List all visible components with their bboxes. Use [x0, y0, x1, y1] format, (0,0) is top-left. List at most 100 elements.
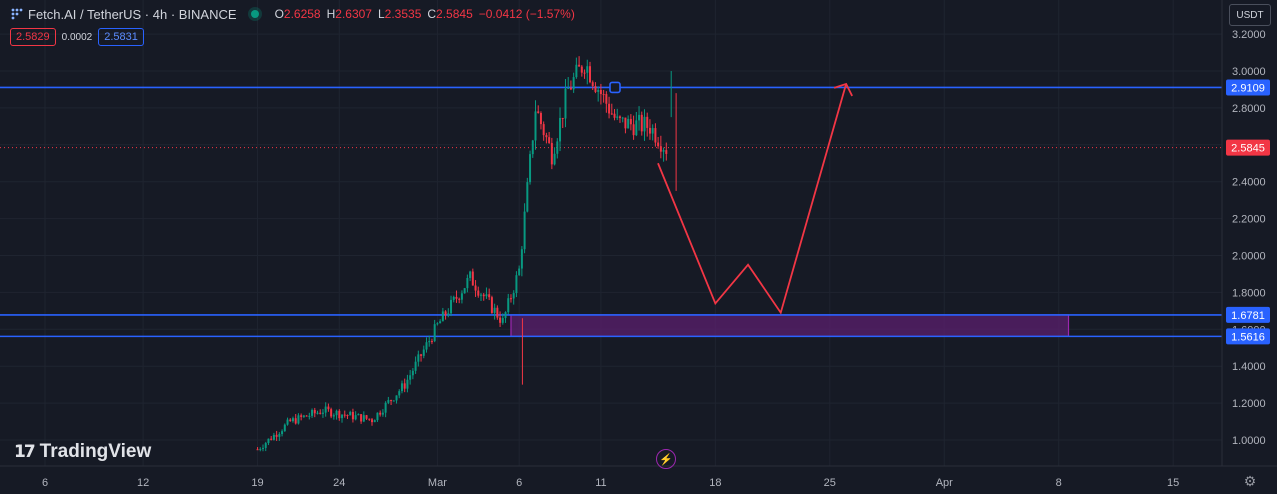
candle-body — [450, 299, 453, 314]
candle-body — [460, 293, 463, 300]
candle-body — [308, 415, 311, 417]
tradingview-logo[interactable]: 𝟭𝟳 TradingView — [14, 441, 151, 463]
candle-body — [621, 117, 624, 119]
candle-body — [381, 412, 384, 415]
candle-body — [281, 431, 284, 435]
candle-body — [490, 297, 493, 313]
ohlc-values: O2.6258 H2.6307 L2.3535 C2.5845 −0.0412 … — [275, 7, 575, 21]
candle-body — [509, 298, 512, 300]
candle-body — [529, 154, 532, 183]
candle-body — [518, 268, 521, 276]
candle-body — [523, 211, 526, 250]
candle-body — [531, 140, 534, 155]
support-zone[interactable] — [510, 314, 1070, 337]
candle-body — [458, 298, 461, 300]
candle-body — [627, 118, 630, 129]
candle-body — [610, 113, 613, 115]
candle-body — [291, 418, 294, 422]
candle-body — [403, 383, 406, 389]
candle-body — [321, 412, 324, 414]
tradingview-wordmark: TradingView — [39, 441, 152, 462]
candle-body — [351, 411, 354, 420]
candle-body — [643, 116, 646, 132]
candle-body — [311, 409, 314, 416]
candle-body — [395, 395, 398, 401]
candle-body — [646, 116, 649, 128]
price-change: −0.0412 (−1.57%) — [478, 7, 575, 21]
candle-body — [512, 293, 515, 299]
candle-body — [305, 415, 308, 417]
candle-body — [332, 415, 335, 417]
candle-body — [387, 400, 390, 403]
horizontal-level-lines — [0, 81, 1222, 338]
candle-body — [665, 150, 668, 154]
x-tick-label: 6 — [42, 477, 48, 489]
bid-button[interactable]: 2.5829 — [10, 28, 56, 46]
x-tick-label: 12 — [137, 477, 149, 489]
candle-body — [319, 412, 322, 414]
candle-body — [534, 111, 537, 141]
candle-body — [526, 182, 529, 212]
candle-body — [553, 153, 556, 165]
candle-body — [300, 415, 303, 417]
x-tick-label: 24 — [333, 477, 345, 489]
candle-body — [485, 294, 488, 297]
candle-body — [324, 406, 327, 413]
projection-arrowhead — [833, 82, 853, 97]
y-tick-label: 2.8000 — [1232, 103, 1266, 115]
ask-button[interactable]: 2.5831 — [98, 28, 144, 46]
line-handle[interactable] — [609, 81, 621, 94]
candle-body — [504, 312, 507, 319]
projection-path[interactable] — [657, 83, 848, 315]
candle-body — [572, 77, 575, 90]
support-zone-layer — [510, 314, 1070, 337]
lightning-icon[interactable]: ⚡ — [656, 449, 676, 469]
spread-value: 0.0002 — [61, 31, 93, 43]
candle-body — [365, 415, 368, 419]
price-label-text: 1.6781 — [1231, 310, 1265, 322]
candle-body — [341, 414, 344, 419]
candle-body — [507, 298, 510, 313]
candle-body — [313, 409, 316, 414]
candle-body — [548, 137, 551, 143]
candle-body — [499, 317, 502, 323]
candle-body — [638, 114, 641, 121]
candle-body — [349, 411, 352, 416]
candle-body — [439, 321, 442, 324]
y-tick-label: 3.0000 — [1232, 66, 1266, 78]
candle-body — [618, 116, 621, 118]
candle-body — [583, 72, 586, 74]
candle-body — [373, 420, 376, 423]
candlestick-series — [256, 56, 677, 452]
candle-body — [400, 383, 403, 392]
currency-selector[interactable]: USDT — [1229, 4, 1271, 26]
market-open-dot-icon — [250, 10, 259, 18]
candle-body — [602, 94, 605, 96]
candle-body — [302, 415, 305, 417]
price-label-text: 2.9109 — [1231, 82, 1265, 94]
x-tick-label: 8 — [1056, 477, 1062, 489]
x-tick-label: 15 — [1167, 477, 1179, 489]
tradingview-mark-icon: 𝟭𝟳 — [14, 442, 36, 461]
x-tick-label: Mar — [428, 477, 447, 489]
candle-body — [463, 288, 466, 294]
x-tick-label: 11 — [595, 477, 606, 489]
candle-body — [384, 402, 387, 413]
candle-body — [406, 379, 409, 389]
y-tick-label: 1.8000 — [1232, 287, 1266, 299]
candle-body — [597, 89, 600, 92]
ohlc-high: H2.6307 — [326, 7, 372, 21]
gear-icon[interactable]: ⚙ — [1243, 473, 1257, 489]
candle-body — [411, 370, 414, 376]
candle-body — [659, 146, 662, 152]
candle-body — [477, 290, 480, 296]
candle-body — [368, 418, 371, 420]
candle-body — [430, 341, 433, 343]
symbol-title[interactable]: Fetch.AI / TetherUS · 4h · BINANCE — [28, 6, 237, 22]
candle-body — [559, 117, 562, 142]
candle-body — [343, 414, 346, 416]
chart-grid — [0, 0, 1222, 466]
candle-body — [635, 120, 638, 136]
price-label-text: 1.5616 — [1231, 331, 1265, 343]
